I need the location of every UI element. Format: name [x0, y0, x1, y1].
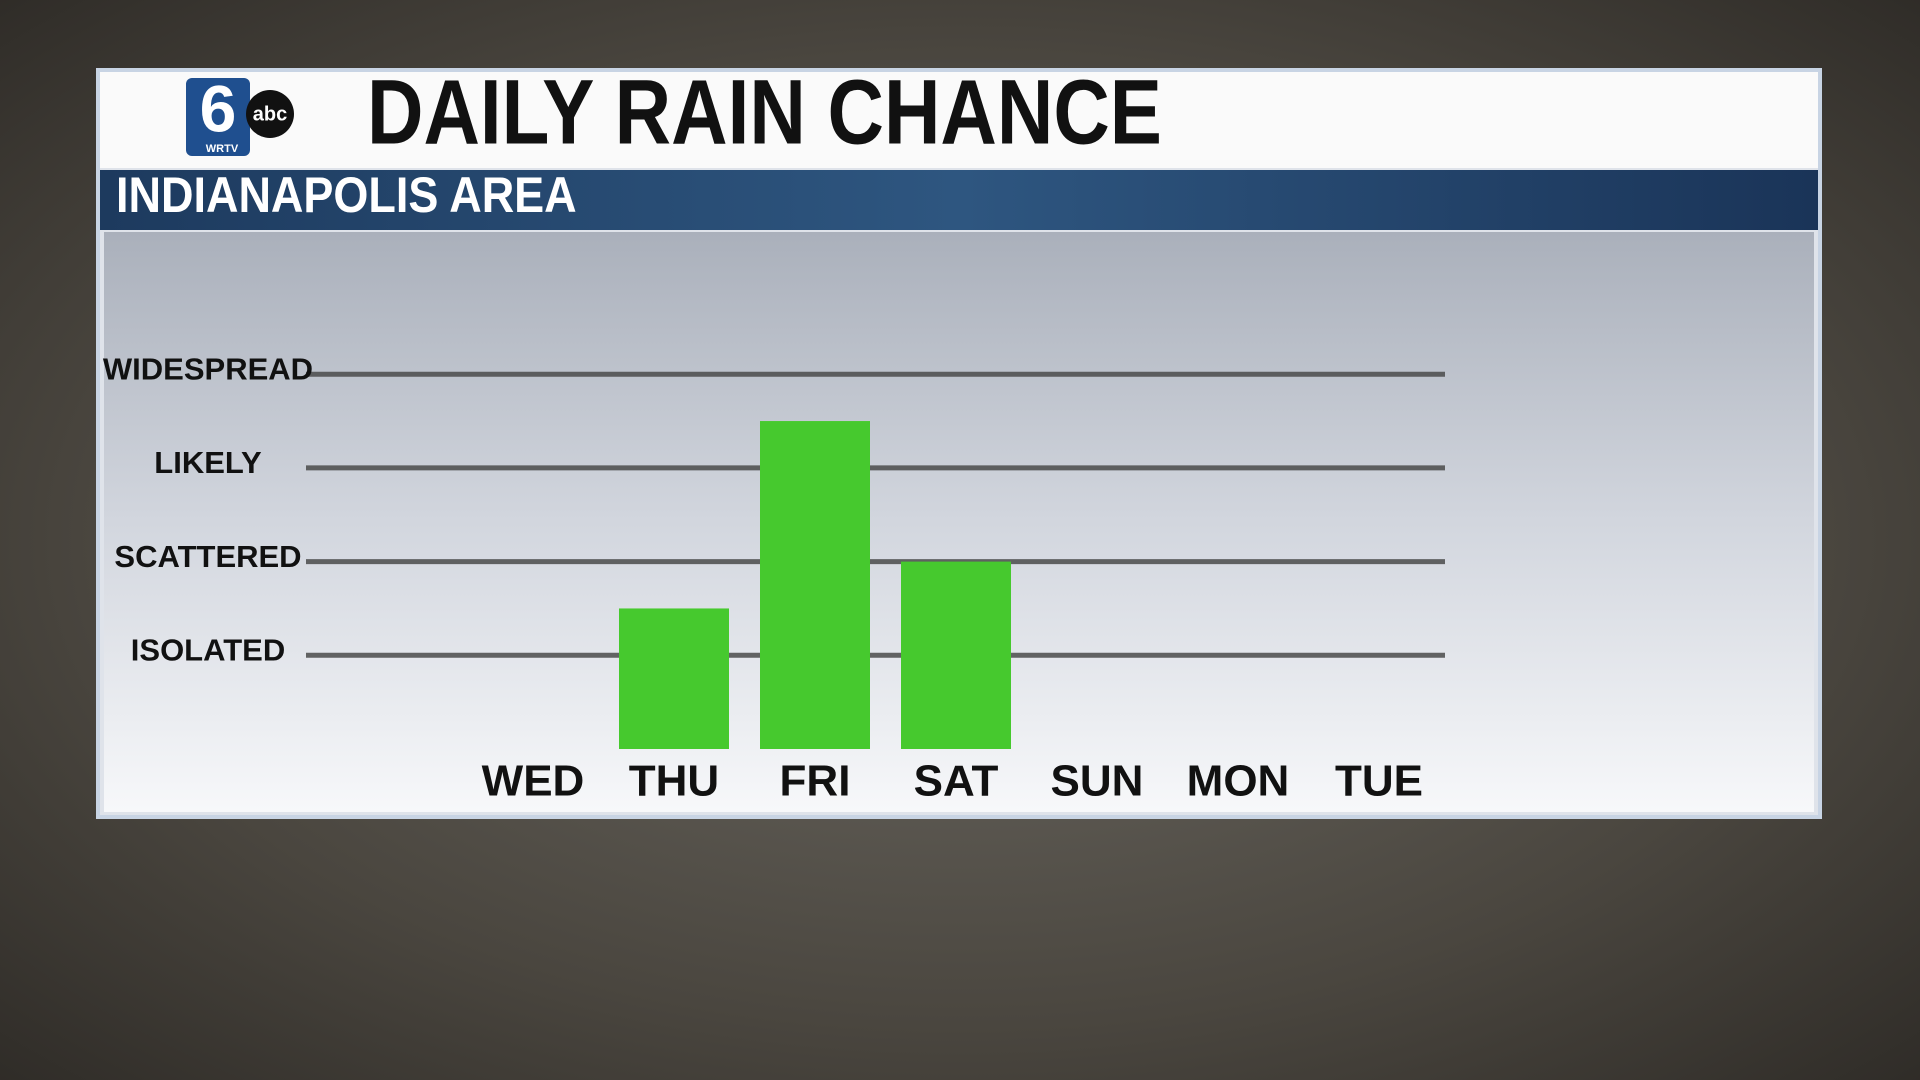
x-tick-label: MON: [1187, 757, 1290, 806]
logo-network: abc: [253, 103, 287, 125]
y-tick-label: WIDESPREAD: [103, 351, 313, 386]
chart-subtitle: INDIANAPOLIS AREA: [116, 168, 577, 224]
bar: [619, 608, 729, 749]
subtitle-band: [100, 170, 1818, 230]
y-tick-label: LIKELY: [154, 445, 262, 480]
y-tick-label: ISOLATED: [131, 632, 285, 667]
logo: 6 abc WRTV: [186, 71, 294, 156]
header: [100, 72, 1818, 168]
logo-circle: [246, 90, 294, 138]
logo-number: 6: [200, 71, 237, 145]
x-tick-label: WED: [482, 757, 585, 806]
y-tick-label: SCATTERED: [114, 539, 301, 574]
logo-call-sign: WRTV: [206, 143, 239, 155]
x-tick-label: SUN: [1051, 757, 1144, 806]
x-tick-label: FRI: [780, 757, 851, 806]
chart-title: DAILY RAIN CHANCE: [367, 61, 1162, 163]
logo-badge: [186, 78, 250, 156]
x-tick-label: SAT: [914, 757, 999, 806]
bar: [760, 421, 870, 749]
x-tick-label: TUE: [1335, 757, 1423, 806]
x-tick-label: THU: [629, 757, 719, 806]
bar: [901, 561, 1011, 749]
